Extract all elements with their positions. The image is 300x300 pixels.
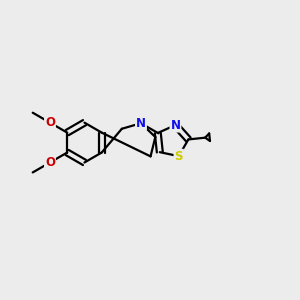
Text: O: O bbox=[45, 116, 55, 129]
Text: N: N bbox=[136, 117, 146, 130]
Text: S: S bbox=[175, 150, 183, 163]
Text: N: N bbox=[170, 118, 180, 132]
Text: O: O bbox=[45, 156, 55, 169]
